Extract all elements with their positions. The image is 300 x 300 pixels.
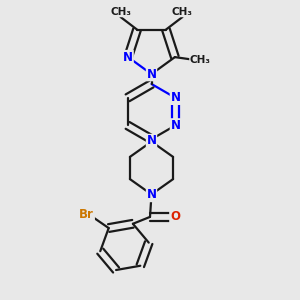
Text: N: N <box>146 188 157 202</box>
Text: N: N <box>123 51 133 64</box>
Text: N: N <box>146 68 157 81</box>
Text: CH₃: CH₃ <box>190 55 211 65</box>
Text: CH₃: CH₃ <box>110 7 131 16</box>
Text: N: N <box>170 91 180 104</box>
Text: CH₃: CH₃ <box>172 7 193 16</box>
Text: N: N <box>146 134 157 148</box>
Text: N: N <box>170 119 180 132</box>
Text: Br: Br <box>79 208 94 221</box>
Text: O: O <box>170 210 180 224</box>
